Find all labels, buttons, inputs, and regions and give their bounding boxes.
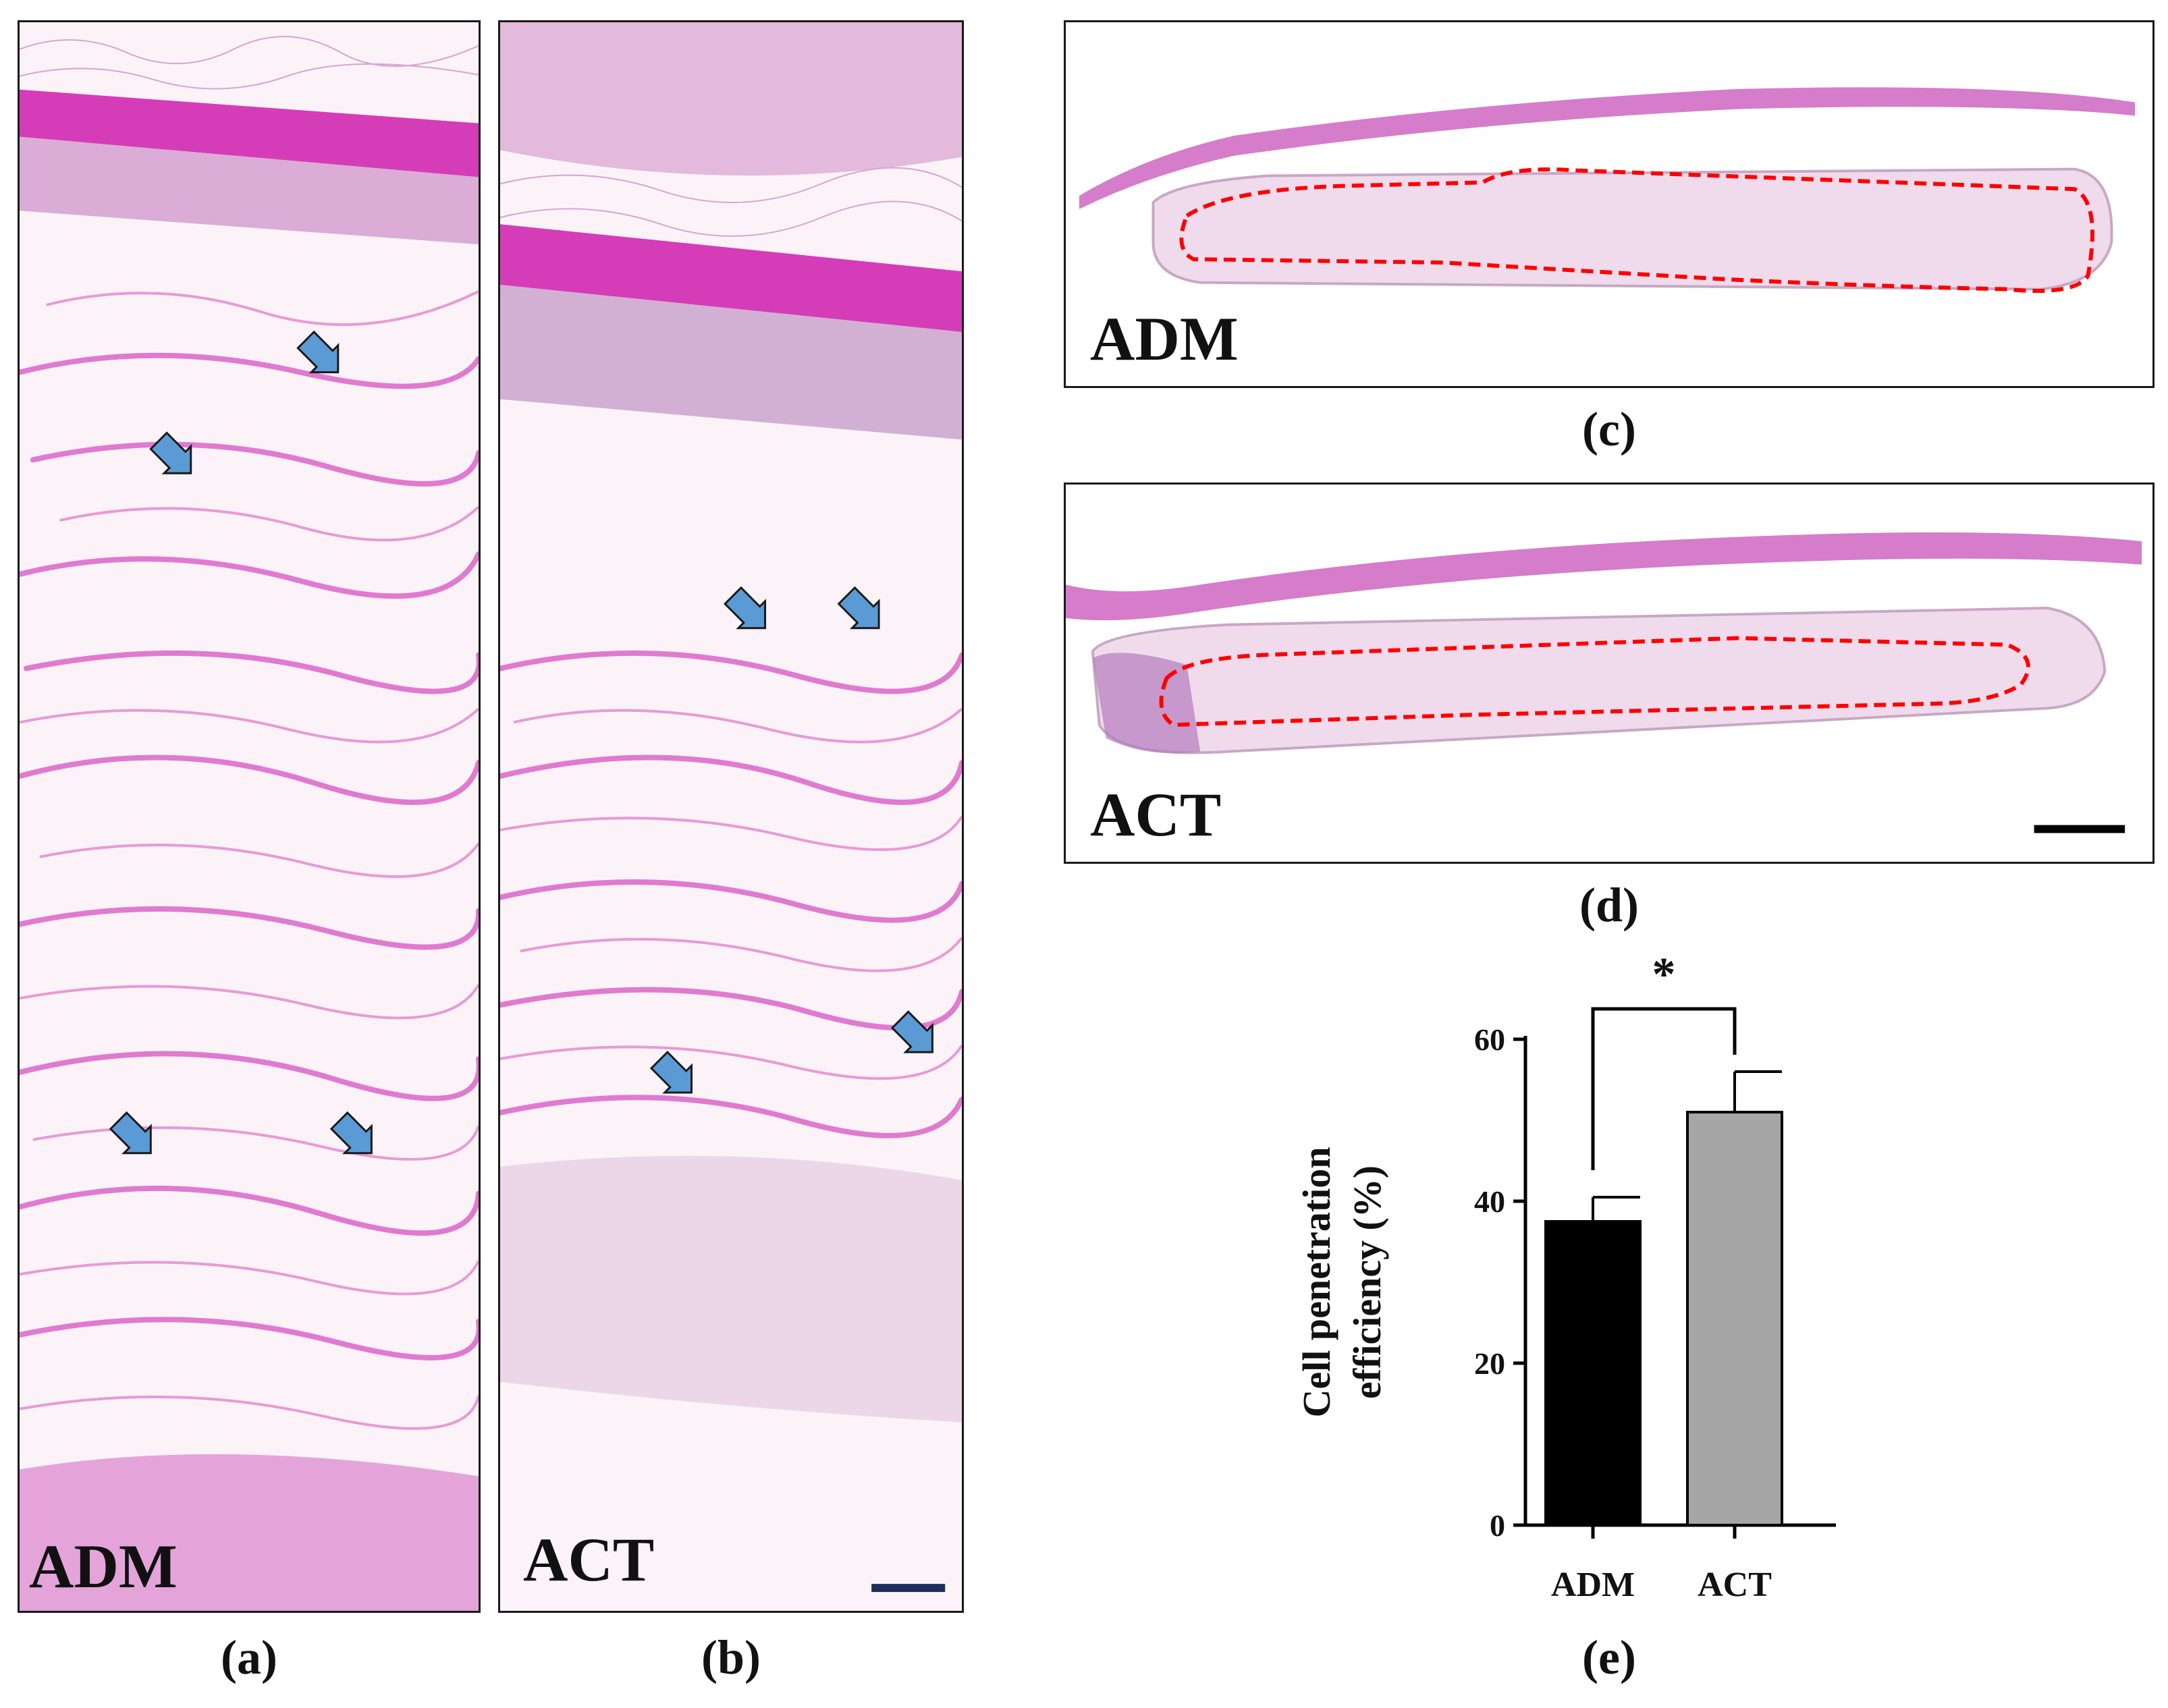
significance-bracket: *	[1591, 949, 1737, 1170]
bar-adm	[1544, 1220, 1642, 1526]
significance-marker: *	[1652, 949, 1676, 1001]
scale-bar-b	[871, 1584, 946, 1593]
panel-a-caption: (a)	[221, 1630, 277, 1684]
y-tick-label: 40	[1474, 1184, 1505, 1219]
panel-c-group-label: ADM	[1090, 304, 1239, 373]
panel-d-group-label: ACT	[1090, 780, 1222, 849]
panel-b-caption: (b)	[701, 1630, 761, 1684]
y-tick-label: 60	[1474, 1022, 1505, 1057]
histology-panel-a: ADM	[18, 20, 481, 1613]
panel-b-group-label: ACT	[523, 1525, 655, 1594]
y-tick-label: 0	[1490, 1508, 1505, 1543]
x-tick-label-act: ACT	[1698, 1566, 1772, 1604]
histology-image-d	[1066, 485, 2152, 862]
significance-line	[1591, 1007, 1737, 1170]
dashed-outline-c	[1179, 167, 2094, 294]
bar-act	[1686, 1111, 1783, 1526]
scale-bar-d	[2034, 825, 2125, 833]
histology-image-a	[20, 22, 479, 1611]
histology-image-c	[1066, 22, 2152, 386]
y-axis-label: Cell penetration efficiency (%)	[1295, 1147, 1389, 1417]
panel-a-group-label: ADM	[29, 1532, 178, 1601]
panel-d-caption: (d)	[1579, 878, 1639, 932]
x-tick-label-adm: ADM	[1551, 1566, 1635, 1604]
bar-chart-e: Cell penetration efficiency (%) 0 20 40 60 AD…	[1295, 949, 1836, 1604]
y-tick-label: 20	[1474, 1346, 1505, 1381]
chart-axes: 0 20 40 60 ADM ACT	[1474, 1022, 1836, 1604]
chart-bars	[1544, 1070, 1783, 1526]
dashed-outline-d	[1159, 636, 2030, 727]
histology-panel-b: ACT	[498, 20, 964, 1613]
histology-panel-c: ADM	[1064, 20, 2155, 388]
histology-image-b	[500, 22, 962, 1611]
panel-e-caption: (e)	[1582, 1630, 1636, 1684]
y-axis-label-line1: Cell penetration	[1295, 1147, 1338, 1417]
histology-panel-d: ACT	[1064, 483, 2155, 864]
y-axis-label-line2: efficiency (%)	[1345, 1165, 1389, 1399]
panel-c-caption: (c)	[1582, 402, 1636, 456]
